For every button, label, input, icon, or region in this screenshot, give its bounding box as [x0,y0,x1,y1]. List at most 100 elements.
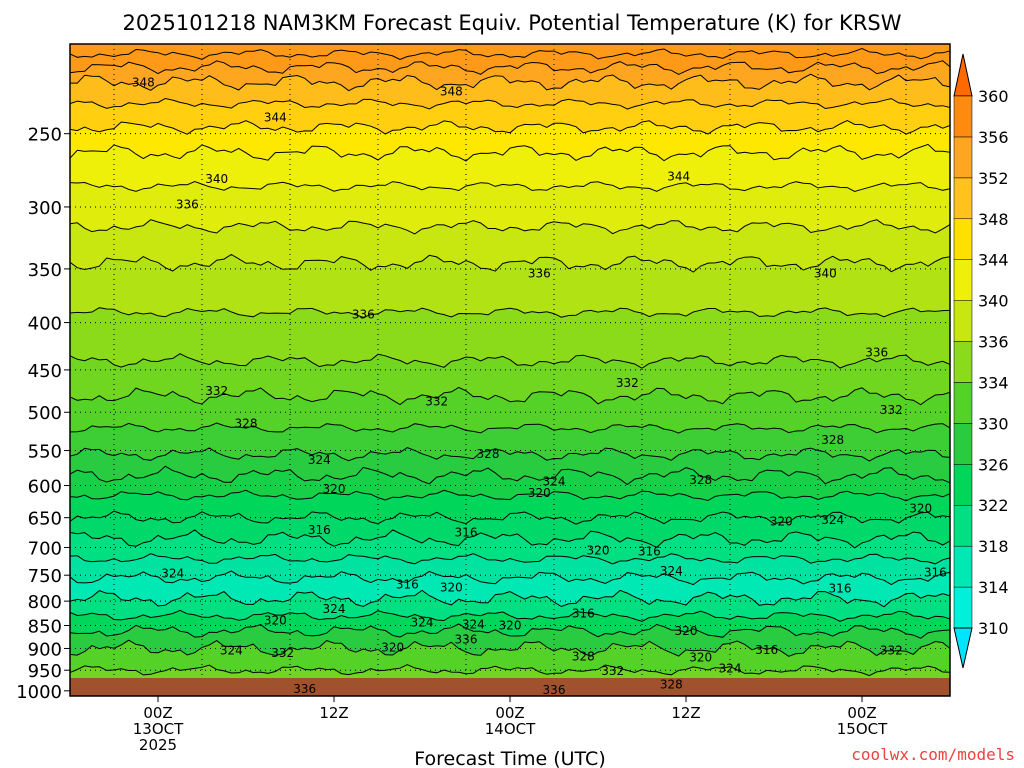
contour-label: 324 [821,513,844,527]
contour-label: 320 [323,482,346,496]
contour-line-340 [70,219,950,235]
contour-label: 324 [660,564,683,578]
contour-line-324 [70,489,950,502]
shade-band-322 [70,511,950,548]
colorbar-label: 330 [978,414,1009,433]
contour-label: 336 [455,632,478,646]
x-tick-label: 12Z [671,704,700,722]
contour-label: 324 [543,474,566,488]
contour-label: 324 [161,567,184,581]
contour-label: 324 [220,644,243,658]
contour-line-346 [70,120,950,135]
colorbar-segment [953,545,973,588]
colorbar-label: 360 [978,87,1009,106]
contour-label: 316 [755,643,778,657]
shade-band-346 [70,120,950,161]
y-tick-label: 800 [28,592,62,613]
colorbar-segment [953,177,973,220]
contour-label: 336 [176,197,199,211]
colorbar-label: 336 [978,333,1009,352]
y-tick-label: 500 [28,403,62,424]
contour-label: 332 [880,403,903,417]
shade-band-320 [70,590,950,622]
contour-label: 320 [381,641,404,655]
contour-label: 328 [572,649,595,663]
colorbar: 310 314 318 322 326 330 334 336 340 344 348 352 356 3… [953,53,1009,669]
contour-line-318 [70,553,950,565]
contour-label: 316 [638,544,661,558]
colorbar-label: 322 [978,496,1009,515]
contour-label: 328 [235,416,258,430]
contour-label: 316 [829,581,852,595]
contour-label: 344 [667,169,690,183]
y-tick-label: 450 [28,361,62,382]
y-tick-label: 600 [28,477,62,498]
colorbar-segment [953,95,973,138]
contour-line-342 [70,180,950,193]
contour-label: 320 [689,650,712,664]
x-axis-label: Forecast Time (UTC) [414,748,605,768]
y-tick-label: 700 [28,538,62,559]
shade-band-338 [70,254,950,318]
contour-label: 324 [719,661,742,675]
colorbar-segment [953,136,973,179]
contour-label: 348 [440,84,463,98]
y-tick-label: 550 [28,442,62,463]
colorbar-arrow-bottom [953,627,973,669]
contour-line-322 [70,510,950,525]
x-tick-label: 00Z [847,704,876,722]
contour-label: 324 [323,602,346,616]
contour-label: 320 [770,514,793,528]
plot-gridlines [70,44,950,696]
x-tick-label: 13OCT [133,720,184,738]
x-tick-label: 00Z [143,704,172,722]
contour-label: 340 [814,266,837,280]
colorbar-label: 326 [978,455,1009,474]
contour-label: 320 [909,501,932,515]
contour-line-324 [70,609,950,622]
colorbar-label: 356 [978,128,1009,147]
colorbar-label: 334 [978,373,1009,392]
chart-title: 2025101218 NAM3KM Forecast Equiv. Potent… [122,11,901,35]
contour-label: 336 [543,683,566,697]
contour-label: 316 [572,606,595,620]
contour-line-332 [70,639,950,657]
colorbar-segment [953,382,973,424]
contour-label: 320 [499,618,522,632]
contour-line-338 [70,253,950,273]
shade-band-320 [70,529,950,564]
contour-line-354 [70,47,950,61]
contour-label: 332 [880,644,903,658]
contour-label: 332 [205,384,228,398]
credit-text[interactable]: coolwx.com/models [851,745,1015,764]
contour-label: 340 [205,172,228,186]
colorbar-segment [953,218,973,260]
contour-label: 328 [660,678,683,692]
colorbar-label: 314 [978,578,1009,597]
contour-label: 320 [528,486,551,500]
colorbar-label: 352 [978,169,1009,188]
colorbar-arrow-top [953,53,973,97]
colorbar-segment [953,300,973,342]
shade-band-330 [70,423,950,462]
colorbar-label: 340 [978,292,1009,311]
contour-label: 336 [865,346,888,360]
contour-line-332 [70,386,950,406]
ground-strip [70,678,950,696]
contour-line-352 [70,60,950,75]
colorbar-segment [953,259,973,301]
contour-label: 324 [411,616,434,630]
colorbar-label: 318 [978,537,1009,556]
contour-line-328 [70,447,950,462]
contour-label: 320 [440,580,463,594]
shade-band-354 [70,48,950,75]
contour-label: 320 [675,624,698,638]
contour-label: 332 [271,646,294,660]
contour-label: 316 [924,566,947,580]
contour-line-348 [70,97,950,110]
contour-line-316 [70,570,950,586]
y-tick-label: 750 [28,566,62,587]
y-tick-label: 250 [28,125,62,146]
x-tick-label: 2025 [139,736,177,754]
